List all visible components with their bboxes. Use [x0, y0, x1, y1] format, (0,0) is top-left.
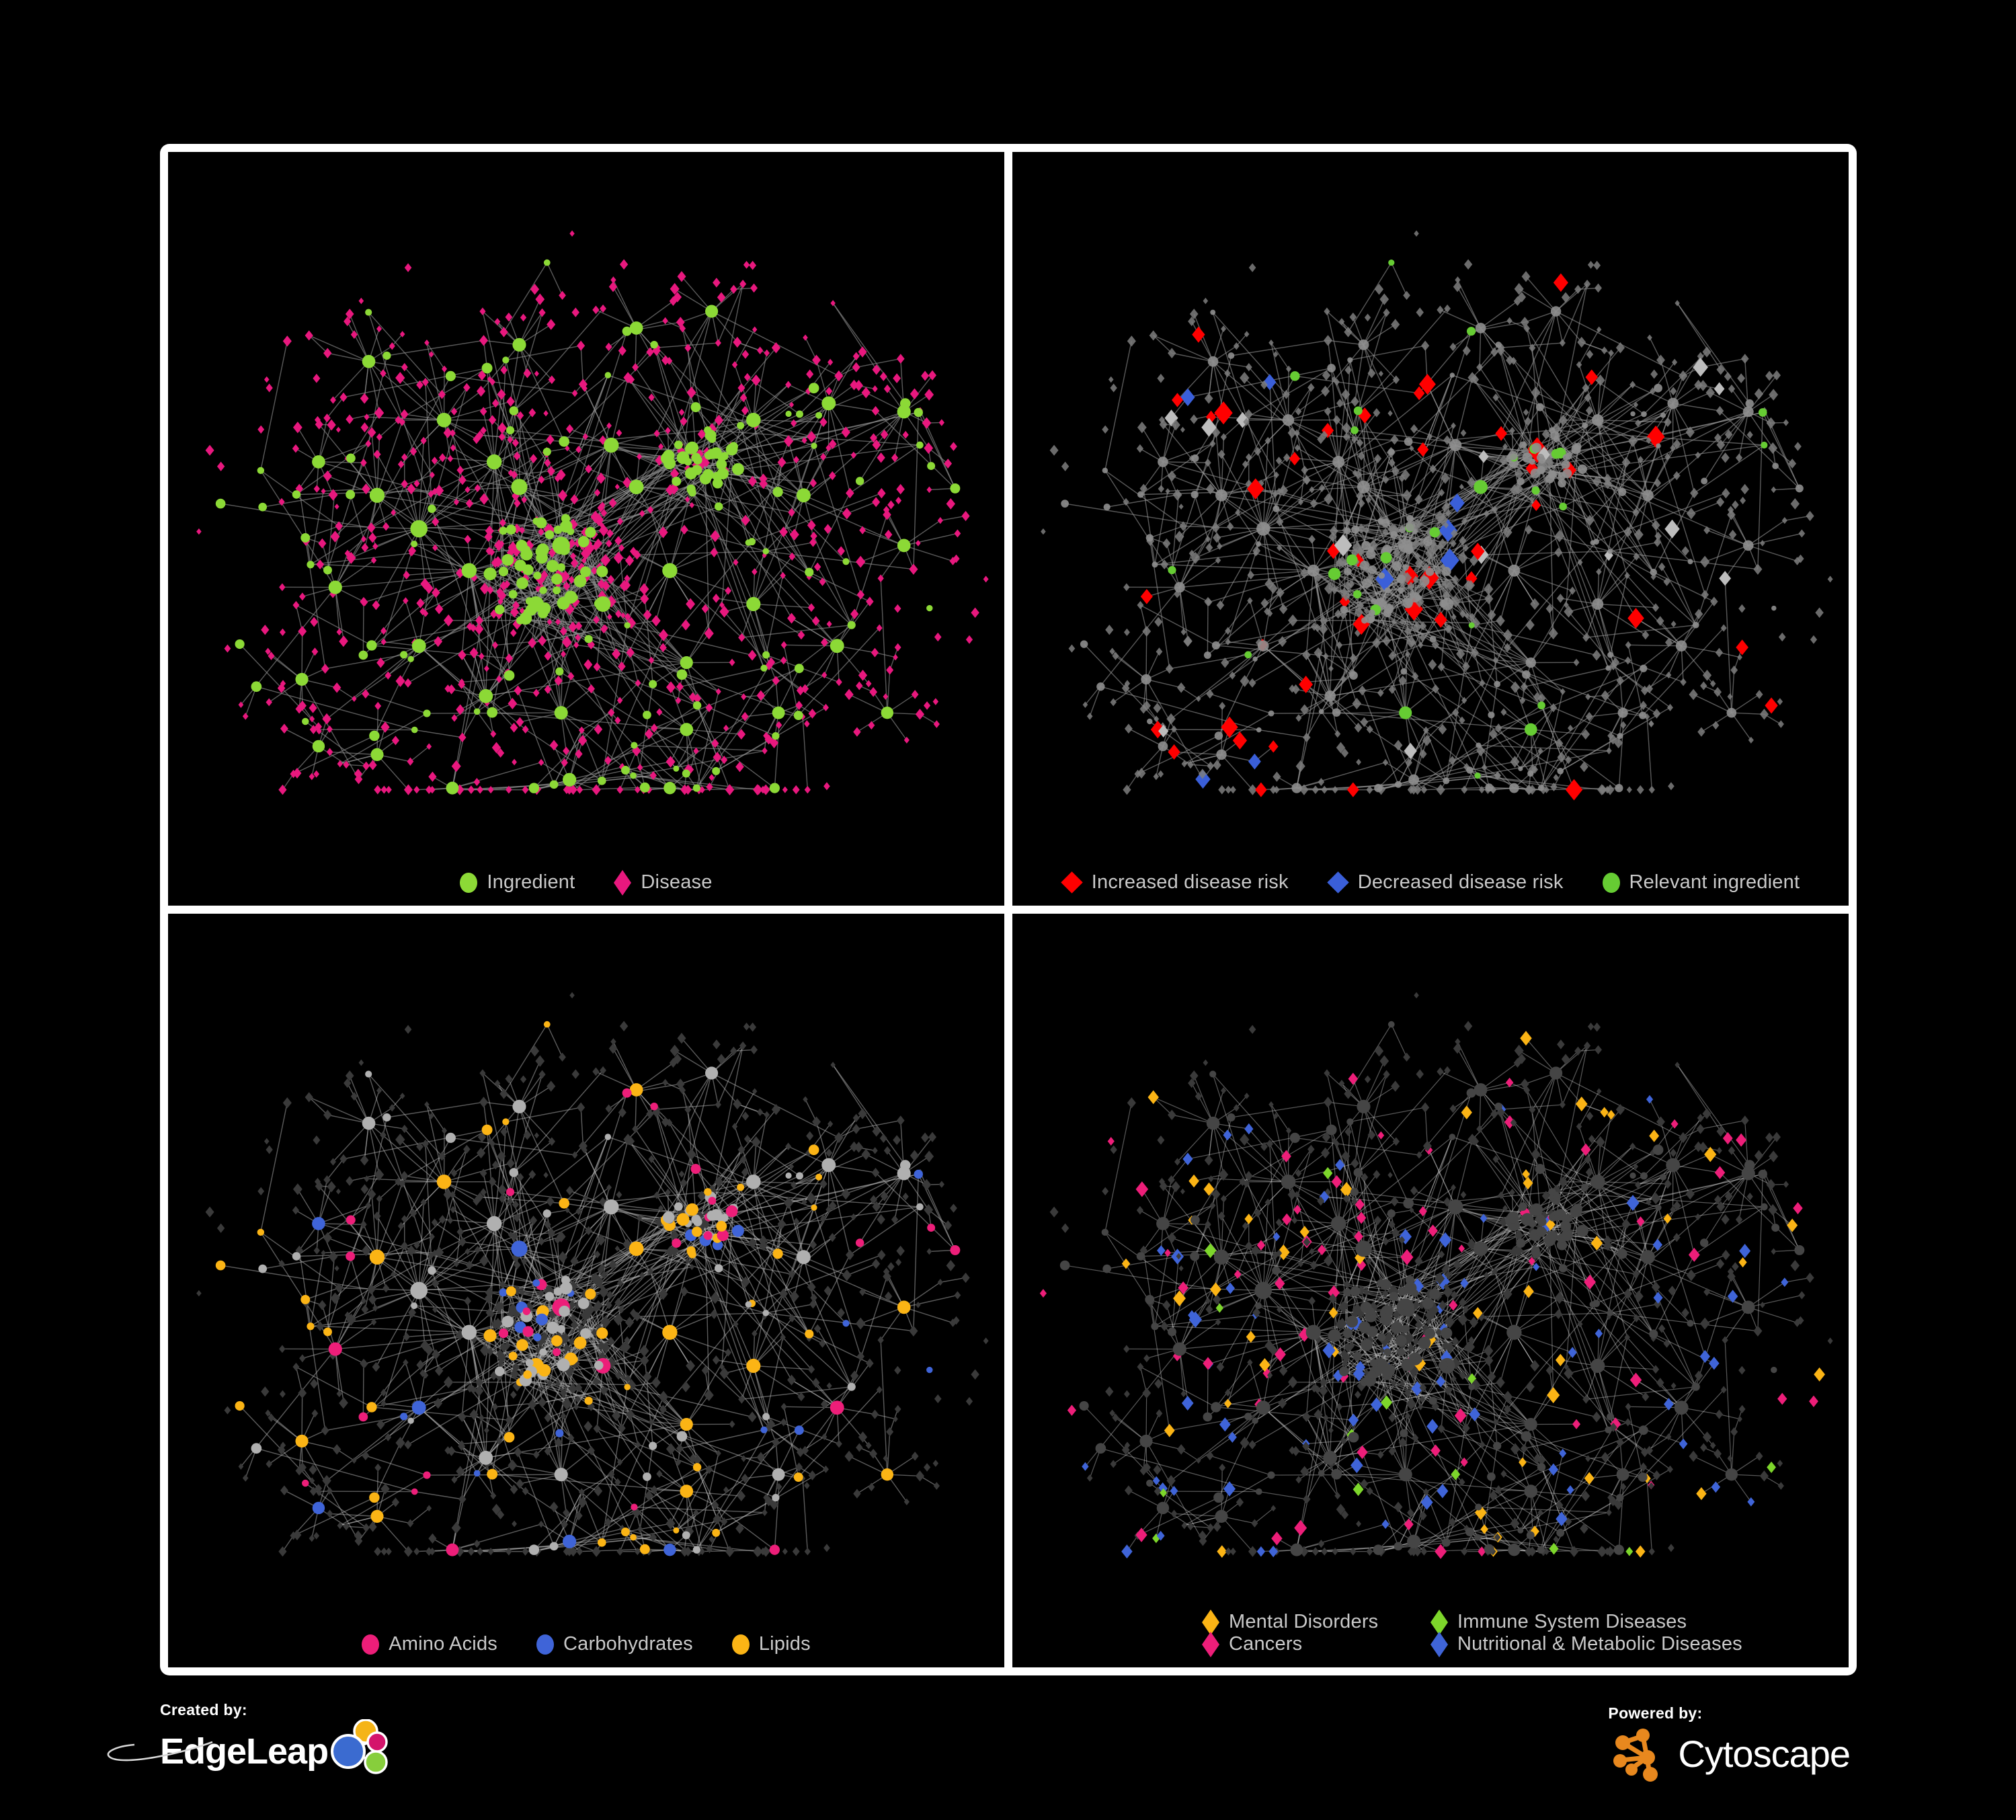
- edgeleap-wordmark: EdgeLeap: [160, 1731, 329, 1772]
- legend-item: Increased disease risk: [1061, 871, 1289, 894]
- increased-risk-diamond-icon: [1061, 871, 1083, 894]
- legend-item: Cancers: [1202, 1631, 1430, 1657]
- legend-label: Decreased disease risk: [1357, 871, 1564, 893]
- legend-item: Decreased disease risk: [1326, 871, 1564, 894]
- cytoscape-node-icon: [1613, 1729, 1658, 1782]
- legend-label: Cancers: [1229, 1633, 1303, 1655]
- decreased-risk-diamond-icon: [1326, 871, 1349, 894]
- legend-label: Amino Acids: [389, 1633, 497, 1655]
- legend-item: Ingredient: [460, 871, 575, 894]
- created-by-block: Created by: EdgeLeap: [107, 1701, 397, 1781]
- panel-ingredient-disease: Ingredient Disease: [168, 152, 1004, 906]
- legend-label: Increased disease risk: [1091, 871, 1289, 893]
- relevant-ingredient-circle-icon: [1602, 872, 1620, 893]
- legend-label: Lipids: [758, 1633, 811, 1655]
- legend-item: Disease: [614, 869, 713, 896]
- figure-frame: Ingredient Disease Increased disease risk…: [160, 144, 1857, 1675]
- panel-disease-classes: Mental Disorders Immune System Diseases Ca…: [1012, 914, 1849, 1667]
- legend-label: Nutritional & Metabolic Diseases: [1457, 1633, 1742, 1655]
- legend-item: Lipids: [731, 1633, 811, 1655]
- legend-panel-4: Mental Disorders Immune System Diseases Ca…: [1175, 1609, 1742, 1657]
- legend-item: Mental Disorders: [1202, 1609, 1430, 1635]
- edgeleap-logo: EdgeLeap: [107, 1719, 397, 1781]
- legend-label: Relevant ingredient: [1629, 871, 1800, 893]
- network-canvas-3: [168, 914, 1004, 1667]
- legend-item: Nutritional & Metabolic Diseases: [1430, 1631, 1742, 1657]
- legend-label: Carbohydrates: [563, 1633, 693, 1655]
- legend-item: Carbohydrates: [536, 1633, 693, 1655]
- legend-panel-1: Ingredient Disease: [168, 869, 1004, 896]
- legend-label: Immune System Diseases: [1457, 1611, 1687, 1632]
- created-by-kicker: Created by:: [160, 1701, 247, 1718]
- carbohydrates-circle-icon: [536, 1634, 554, 1655]
- legend-label: Mental Disorders: [1229, 1611, 1379, 1632]
- powered-by-kicker: Powered by:: [1608, 1704, 1703, 1722]
- legend-panel-2: Increased disease risk Decreased disease …: [1012, 871, 1849, 894]
- lipids-circle-icon: [731, 1634, 750, 1655]
- ingredient-circle-icon: [460, 872, 478, 893]
- legend-item: Amino Acids: [362, 1633, 497, 1655]
- legend-item: Relevant ingredient: [1602, 871, 1800, 894]
- network-canvas-2: [1012, 152, 1849, 906]
- cytoscape-logo: Cytoscape: [1608, 1725, 1851, 1783]
- legend-panel-3: Amino Acids Carbohydrates Lipids: [168, 1633, 1004, 1655]
- panel-disease-risk: Increased disease risk Decreased disease …: [1012, 152, 1849, 906]
- network-canvas-4: [1012, 914, 1849, 1667]
- legend-label: Ingredient: [487, 871, 575, 893]
- powered-by-block: Powered by:: [1608, 1704, 1851, 1783]
- amino-acids-circle-icon: [362, 1634, 380, 1655]
- cytoscape-wordmark: Cytoscape: [1678, 1733, 1851, 1775]
- legend-item: Immune System Diseases: [1430, 1609, 1687, 1635]
- legend-label: Disease: [641, 871, 713, 893]
- panel-nutrient-classes: Amino Acids Carbohydrates Lipids: [168, 914, 1004, 1667]
- network-canvas-1: [168, 152, 1004, 906]
- footer-branding: Created by: EdgeLeap Powered by:: [107, 1681, 1857, 1815]
- edgeleap-node-icon: [331, 1719, 388, 1774]
